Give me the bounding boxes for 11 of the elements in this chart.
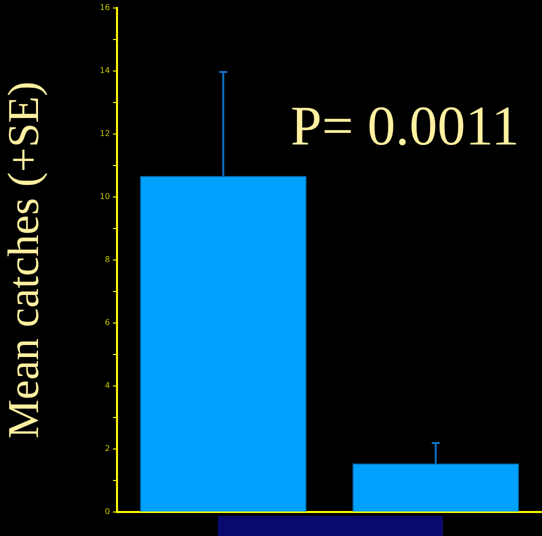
y-tick-label: 16	[100, 3, 110, 12]
y-tick-label: 4	[104, 381, 110, 390]
annotation: P= 0.0011	[290, 96, 520, 158]
y-tick-label: 14	[100, 66, 110, 76]
y-tick-label: 0	[104, 507, 110, 516]
y-tick-label: 12	[100, 129, 110, 138]
y-tick-label: 8	[104, 255, 110, 264]
y-tick-label: 10	[100, 192, 110, 202]
y-axis-title: Mean catches (+SE)	[0, 81, 48, 439]
y-tick-label: 2	[104, 444, 110, 454]
y-tick-label: 6	[104, 318, 110, 328]
